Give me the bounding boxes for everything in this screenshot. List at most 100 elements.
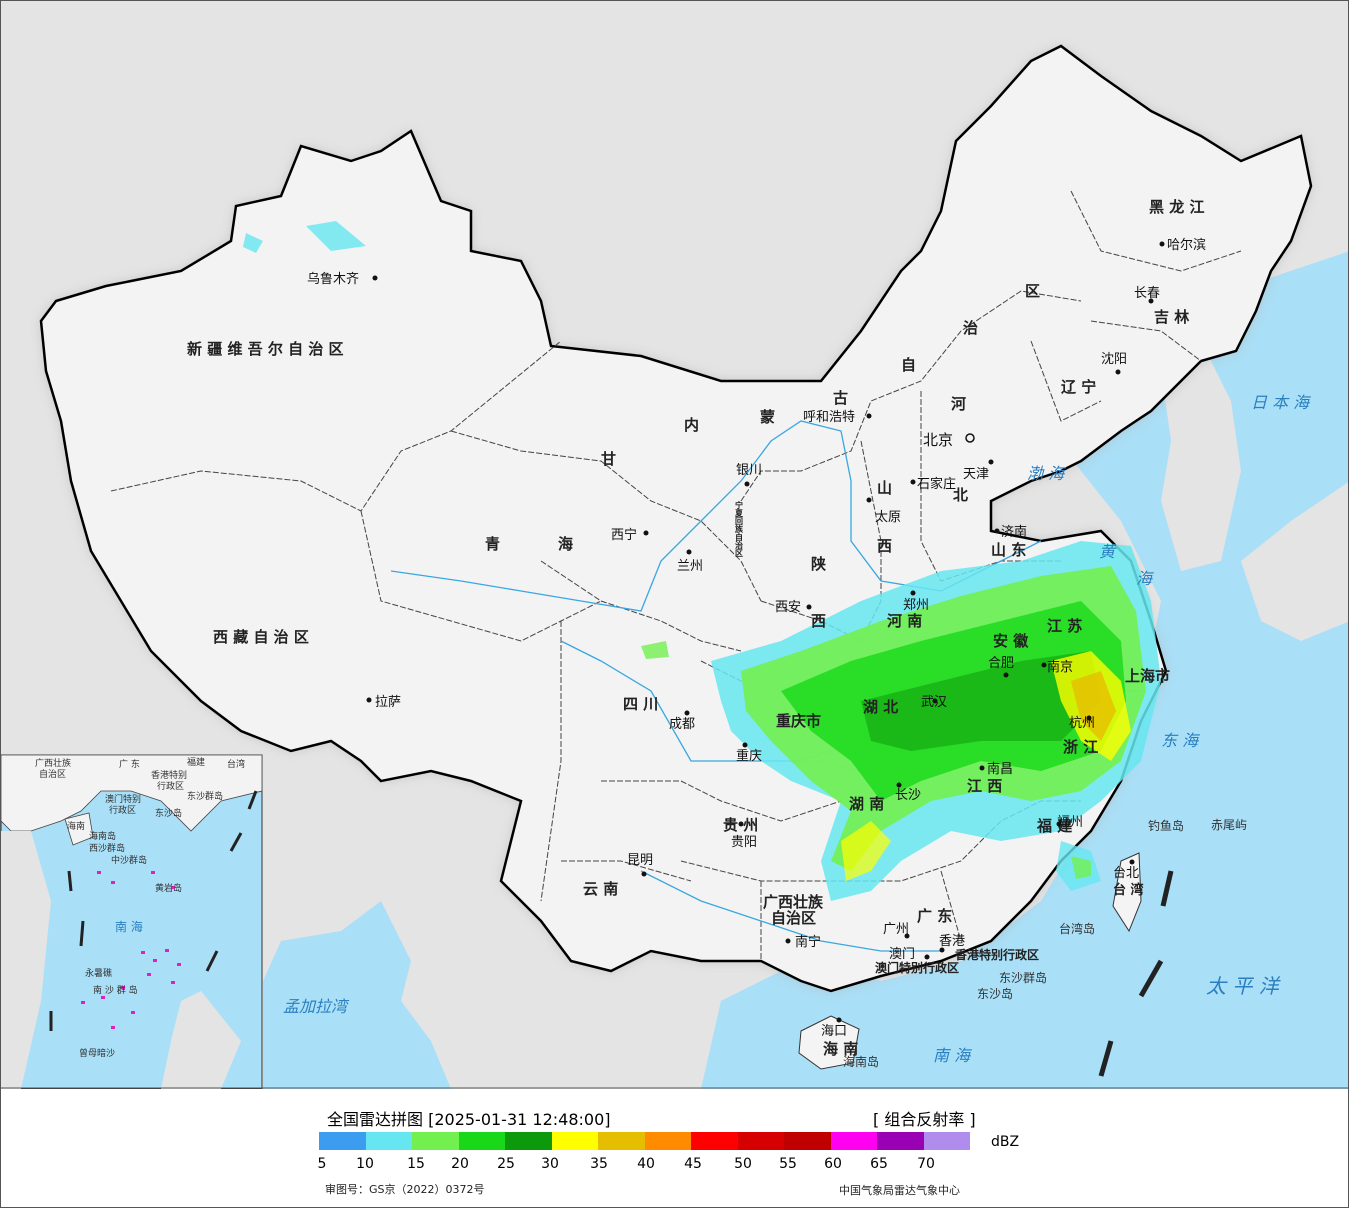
province-label-hk: 香港特别行政区	[954, 947, 1039, 962]
legend-tick-label: 40	[637, 1156, 655, 1172]
province-label-fujian: 福 建	[1036, 817, 1073, 835]
province-label-shanxi-2: 西	[877, 537, 892, 555]
city-label-lanzhou: 兰州	[677, 559, 703, 574]
inset-label-hk2: 行政区	[157, 780, 184, 792]
inset-label-taiwan: 台湾	[227, 758, 245, 770]
sea-label-huanghai-1: 黄	[1099, 542, 1117, 561]
city-label-zhengzhou: 郑州	[903, 598, 929, 613]
legend-tick-label: 25	[497, 1156, 515, 1172]
legend-tick-label: 15	[407, 1156, 425, 1172]
legend-tick-label: 45	[684, 1156, 702, 1172]
city-label-nanning: 南宁	[795, 934, 821, 950]
city-label-hohhot: 呼和浩特	[803, 410, 855, 425]
legend-color-cell	[923, 1132, 970, 1150]
city-label-hangzhou: 杭州	[1069, 716, 1095, 731]
inset-label-hk: 香港特别	[151, 769, 187, 781]
province-label-jiangsu: 江 苏	[1047, 617, 1082, 635]
province-label-neimenggu-3: 古	[833, 389, 848, 407]
legend-tick-label: 30	[541, 1156, 559, 1172]
legend-color-cell	[319, 1132, 366, 1150]
province-label-yunnan: 云 南	[583, 880, 618, 898]
korea-land	[1161, 341, 1241, 571]
province-label-heilongjiang: 黑 龙 江	[1149, 198, 1204, 216]
inset-label-yongshu: 永暑礁	[85, 967, 112, 979]
city-label-shenyang: 沈阳	[1101, 352, 1127, 367]
inset-label-macao: 澳门特别	[105, 793, 141, 805]
province-label-ningxia: 宁夏回族自治区	[734, 500, 744, 558]
island-label-diaoyu: 钓鱼岛	[1148, 818, 1184, 833]
city-label-taipei: 台北	[1113, 866, 1139, 881]
inset-label-nanhai: 南 海	[115, 919, 143, 934]
city-label-nanchang: 南昌	[987, 761, 1013, 777]
inset-label-hainan: 海南	[67, 820, 85, 832]
province-label-gansu: 甘	[601, 450, 616, 468]
province-label-hebei-2: 北	[953, 486, 968, 504]
sea-label-huanghai-2: 海	[1136, 569, 1154, 588]
city-label-nanjing: 南京	[1047, 659, 1073, 675]
city-label-wuhan: 武汉	[921, 695, 947, 710]
province-label-neimenggu-4: 自	[901, 356, 916, 374]
province-label-xinjiang: 新 疆 维 吾 尔 自 治 区	[187, 340, 344, 358]
inset-label-dongsha-group: 东沙群岛	[187, 790, 223, 802]
province-label-taiwan: 台 湾	[1113, 882, 1144, 898]
legend-source: 中国气象局雷达气象中心	[839, 1184, 960, 1197]
bay-of-bengal	[263, 901, 451, 1089]
sea-label-japan: 日 本 海	[1251, 393, 1311, 412]
legend-review-number: 审图号：GS京（2022）0372号	[325, 1183, 485, 1196]
province-label-xizang: 西 藏 自 治 区	[213, 628, 309, 646]
city-label-guiyang: 贵阳	[731, 835, 757, 850]
japan-land	[1241, 482, 1348, 641]
province-label-guangdong: 广 东	[917, 907, 952, 925]
city-label-xian: 西安	[775, 600, 801, 615]
city-label-chengdu: 成都	[669, 717, 695, 732]
legend-color-cell	[412, 1132, 459, 1150]
south-china-sea-inset: 广西壮族 自治区 广 东 福建 台湾 香港特别 行政区 澳门特别 行政区 东沙群…	[1, 754, 263, 1089]
province-label-shanghai: 上海市	[1125, 667, 1170, 685]
inset-label-xisha: 西沙群岛	[89, 842, 125, 854]
inset-label-guangdong: 广 东	[119, 758, 140, 770]
taiwan-land	[1112, 852, 1142, 933]
island-label-taiwan: 台湾岛	[1059, 921, 1095, 936]
legend-tick-label: 70	[917, 1156, 935, 1172]
legend-tick-label: 50	[734, 1156, 752, 1172]
legend-color-cell	[551, 1132, 598, 1150]
island-label-dongsha-group: 东沙群岛	[999, 970, 1047, 985]
city-label-changsha: 长沙	[895, 788, 921, 803]
province-label-hainan: 海 南	[823, 1040, 858, 1058]
province-label-hubei: 湖 北	[863, 698, 898, 716]
inset-label-dongsha: 东沙岛	[155, 807, 182, 819]
legend-tick-label: 5	[317, 1156, 327, 1172]
legend-color-cell	[830, 1132, 877, 1150]
province-label-qinghai-2: 海	[558, 535, 573, 553]
city-label-tianjin: 天津	[963, 467, 989, 482]
inset-label-fujian: 福建	[187, 756, 205, 768]
legend-color-cell	[691, 1132, 738, 1150]
legend-color-cell	[505, 1132, 552, 1150]
legend-tick-label: 60	[824, 1156, 842, 1172]
province-label-jilin: 吉 林	[1154, 308, 1190, 326]
province-label-guangxi-1: 广西壮族	[763, 893, 824, 911]
inset-label-hainan-island: 海南岛	[89, 830, 116, 842]
province-label-neimenggu-2: 蒙	[760, 408, 775, 426]
inset-label-guangxi2: 自治区	[39, 768, 66, 780]
legend-product: [ 组合反射率 ]	[873, 1110, 976, 1129]
radar-map: 新 疆 维 吾 尔 自 治 区 西 藏 自 治 区 青 海 甘 内 蒙 古 自 …	[1, 1, 1348, 1089]
legend-color-cell	[365, 1132, 412, 1150]
city-label-fuzhou: 福州	[1057, 815, 1083, 830]
province-label-hebei-1: 河	[951, 395, 966, 413]
province-label-neimenggu-1: 内	[684, 416, 699, 434]
legend-color-cell	[598, 1132, 645, 1150]
city-label-yinchuan: 银川	[736, 463, 762, 478]
legend-tick-label: 10	[356, 1156, 374, 1172]
province-label-neimenggu-6: 区	[1025, 282, 1040, 300]
province-label-henan: 河 南	[887, 612, 922, 630]
inset-label-huangyan: 黄岩岛	[155, 882, 182, 894]
sea-label-pacific: 太 平 洋	[1206, 974, 1281, 998]
city-label-hongkong: 香港	[939, 934, 965, 949]
legend-tick-label: 20	[451, 1156, 469, 1172]
province-label-zhejiang: 浙 江	[1063, 738, 1098, 756]
province-label-shaanxi-2: 西	[811, 612, 826, 630]
legend-color-cell	[644, 1132, 691, 1150]
city-label-xining: 西宁	[611, 527, 637, 543]
province-label-chongqing: 重庆市	[776, 712, 821, 730]
